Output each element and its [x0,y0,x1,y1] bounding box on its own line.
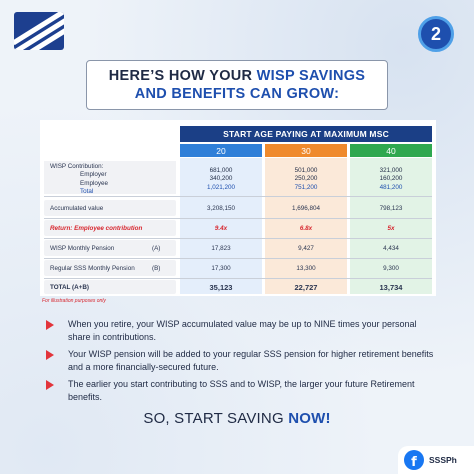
accumulated-label: Accumulated value [44,200,176,216]
cta-prefix: SO, START SAVING [143,410,289,427]
sss-pension-40: 9,300 [383,264,399,272]
employer-value: 681,000 [209,167,233,174]
return-40: 5x [387,224,395,232]
total-30: 22,727 [294,282,318,292]
sss-pension-30: 13,300 [296,264,316,272]
sss-pension-text: Regular SSS Monthly Pension [50,264,135,272]
triangle-bullet-icon [46,380,54,390]
call-to-action: SO, START SAVING NOW! [0,410,474,427]
contribution-30: 501,000 250,200 751,200 [265,167,347,192]
employee-value: 340,200 [209,175,233,183]
wisp-pension-40: 4,434 [383,244,399,252]
employer-value: 321,000 [379,167,403,174]
accumulated-40: 798,123 [379,204,403,212]
row-divider [44,278,432,279]
column-30 [265,158,347,294]
bullet-3: The earlier you start contributing to SS… [46,378,436,403]
page-number-badge: 2 [418,16,454,52]
wisp-pension-20: 17,823 [211,244,231,252]
headline-highlight-2: AND BENEFITS CAN GROW: [134,86,340,102]
age-header-20: 20 [180,144,262,157]
cta-strong: NOW! [288,410,331,427]
triangle-bullet-icon [46,320,54,330]
social-handle-text: SSSPh [429,455,457,465]
sss-pension-20: 17,300 [211,264,231,272]
sss-pension-label: Regular SSS Monthly Pension (B) [44,260,176,276]
row-divider [44,218,432,219]
triangle-bullet-icon [46,350,54,360]
table-header: START AGE PAYING AT MAXIMUM MSC [180,126,432,142]
employee-value: 160,200 [379,175,403,183]
facebook-icon: f [404,450,424,470]
bullet-1: When you retire, your WISP accumulated v… [46,318,436,343]
employee-value: 250,200 [294,175,318,183]
row-divider [44,238,432,239]
bullet-text: The earlier you start contributing to SS… [68,379,415,402]
total-row-label: TOTAL (A+B) [44,280,176,294]
sss-logo [14,12,64,50]
column-20 [180,158,262,294]
illustration-note: For illustration purposes only [42,298,106,304]
age-header-40: 40 [350,144,432,157]
bullet-text: Your WISP pension will be added to your … [68,349,434,372]
total-40: 13,734 [379,282,403,292]
total-20: 35,123 [209,282,233,292]
age-header-30: 30 [265,144,347,157]
wisp-pension-label: WISP Monthly Pension (A) [44,240,176,256]
row-divider [44,196,432,197]
contribution-40: 321,000 160,200 481,200 [350,167,432,192]
wisp-pension-tag: (A) [152,244,161,252]
column-40 [350,158,432,294]
headline-prefix: HERE’S HOW YOUR [108,68,257,84]
total-value: 1,021,200 [206,183,235,191]
sss-pension-tag: (B) [152,264,161,272]
wisp-pension-30: 9,427 [298,244,314,252]
return-label: Return: Employee contribution [44,220,176,236]
total-value: 481,200 [379,183,403,191]
headline-highlight-1: WISP SAVINGS [256,68,366,84]
benefits-table: START AGE PAYING AT MAXIMUM MSC 20 30 40… [40,120,436,296]
social-handle[interactable]: f SSSPh [398,446,474,474]
return-30: 6.8x [299,224,313,232]
accumulated-20: 3,208,150 [206,204,235,212]
contribution-title: WISP Contribution: [50,163,104,170]
row-divider [44,258,432,259]
total-label: Total [80,188,94,196]
bullet-2: Your WISP pension will be added to your … [46,348,436,373]
employer-value: 501,000 [294,167,318,174]
wisp-pension-text: WISP Monthly Pension [50,244,115,252]
headline-box: HERE’S HOW YOUR WISP SAVINGS AND BENEFIT… [86,60,388,110]
return-20: 9.4x [214,224,228,232]
accumulated-30: 1,696,804 [291,204,320,212]
contribution-label: WISP Contribution: Employer Employee Tot… [44,161,176,196]
bullet-text: When you retire, your WISP accumulated v… [68,319,417,342]
total-value: 751,200 [294,183,318,191]
contribution-20: 681,000 340,200 1,021,200 [180,167,262,192]
employer-label: Employer [80,171,107,179]
employee-label: Employee [80,179,109,187]
